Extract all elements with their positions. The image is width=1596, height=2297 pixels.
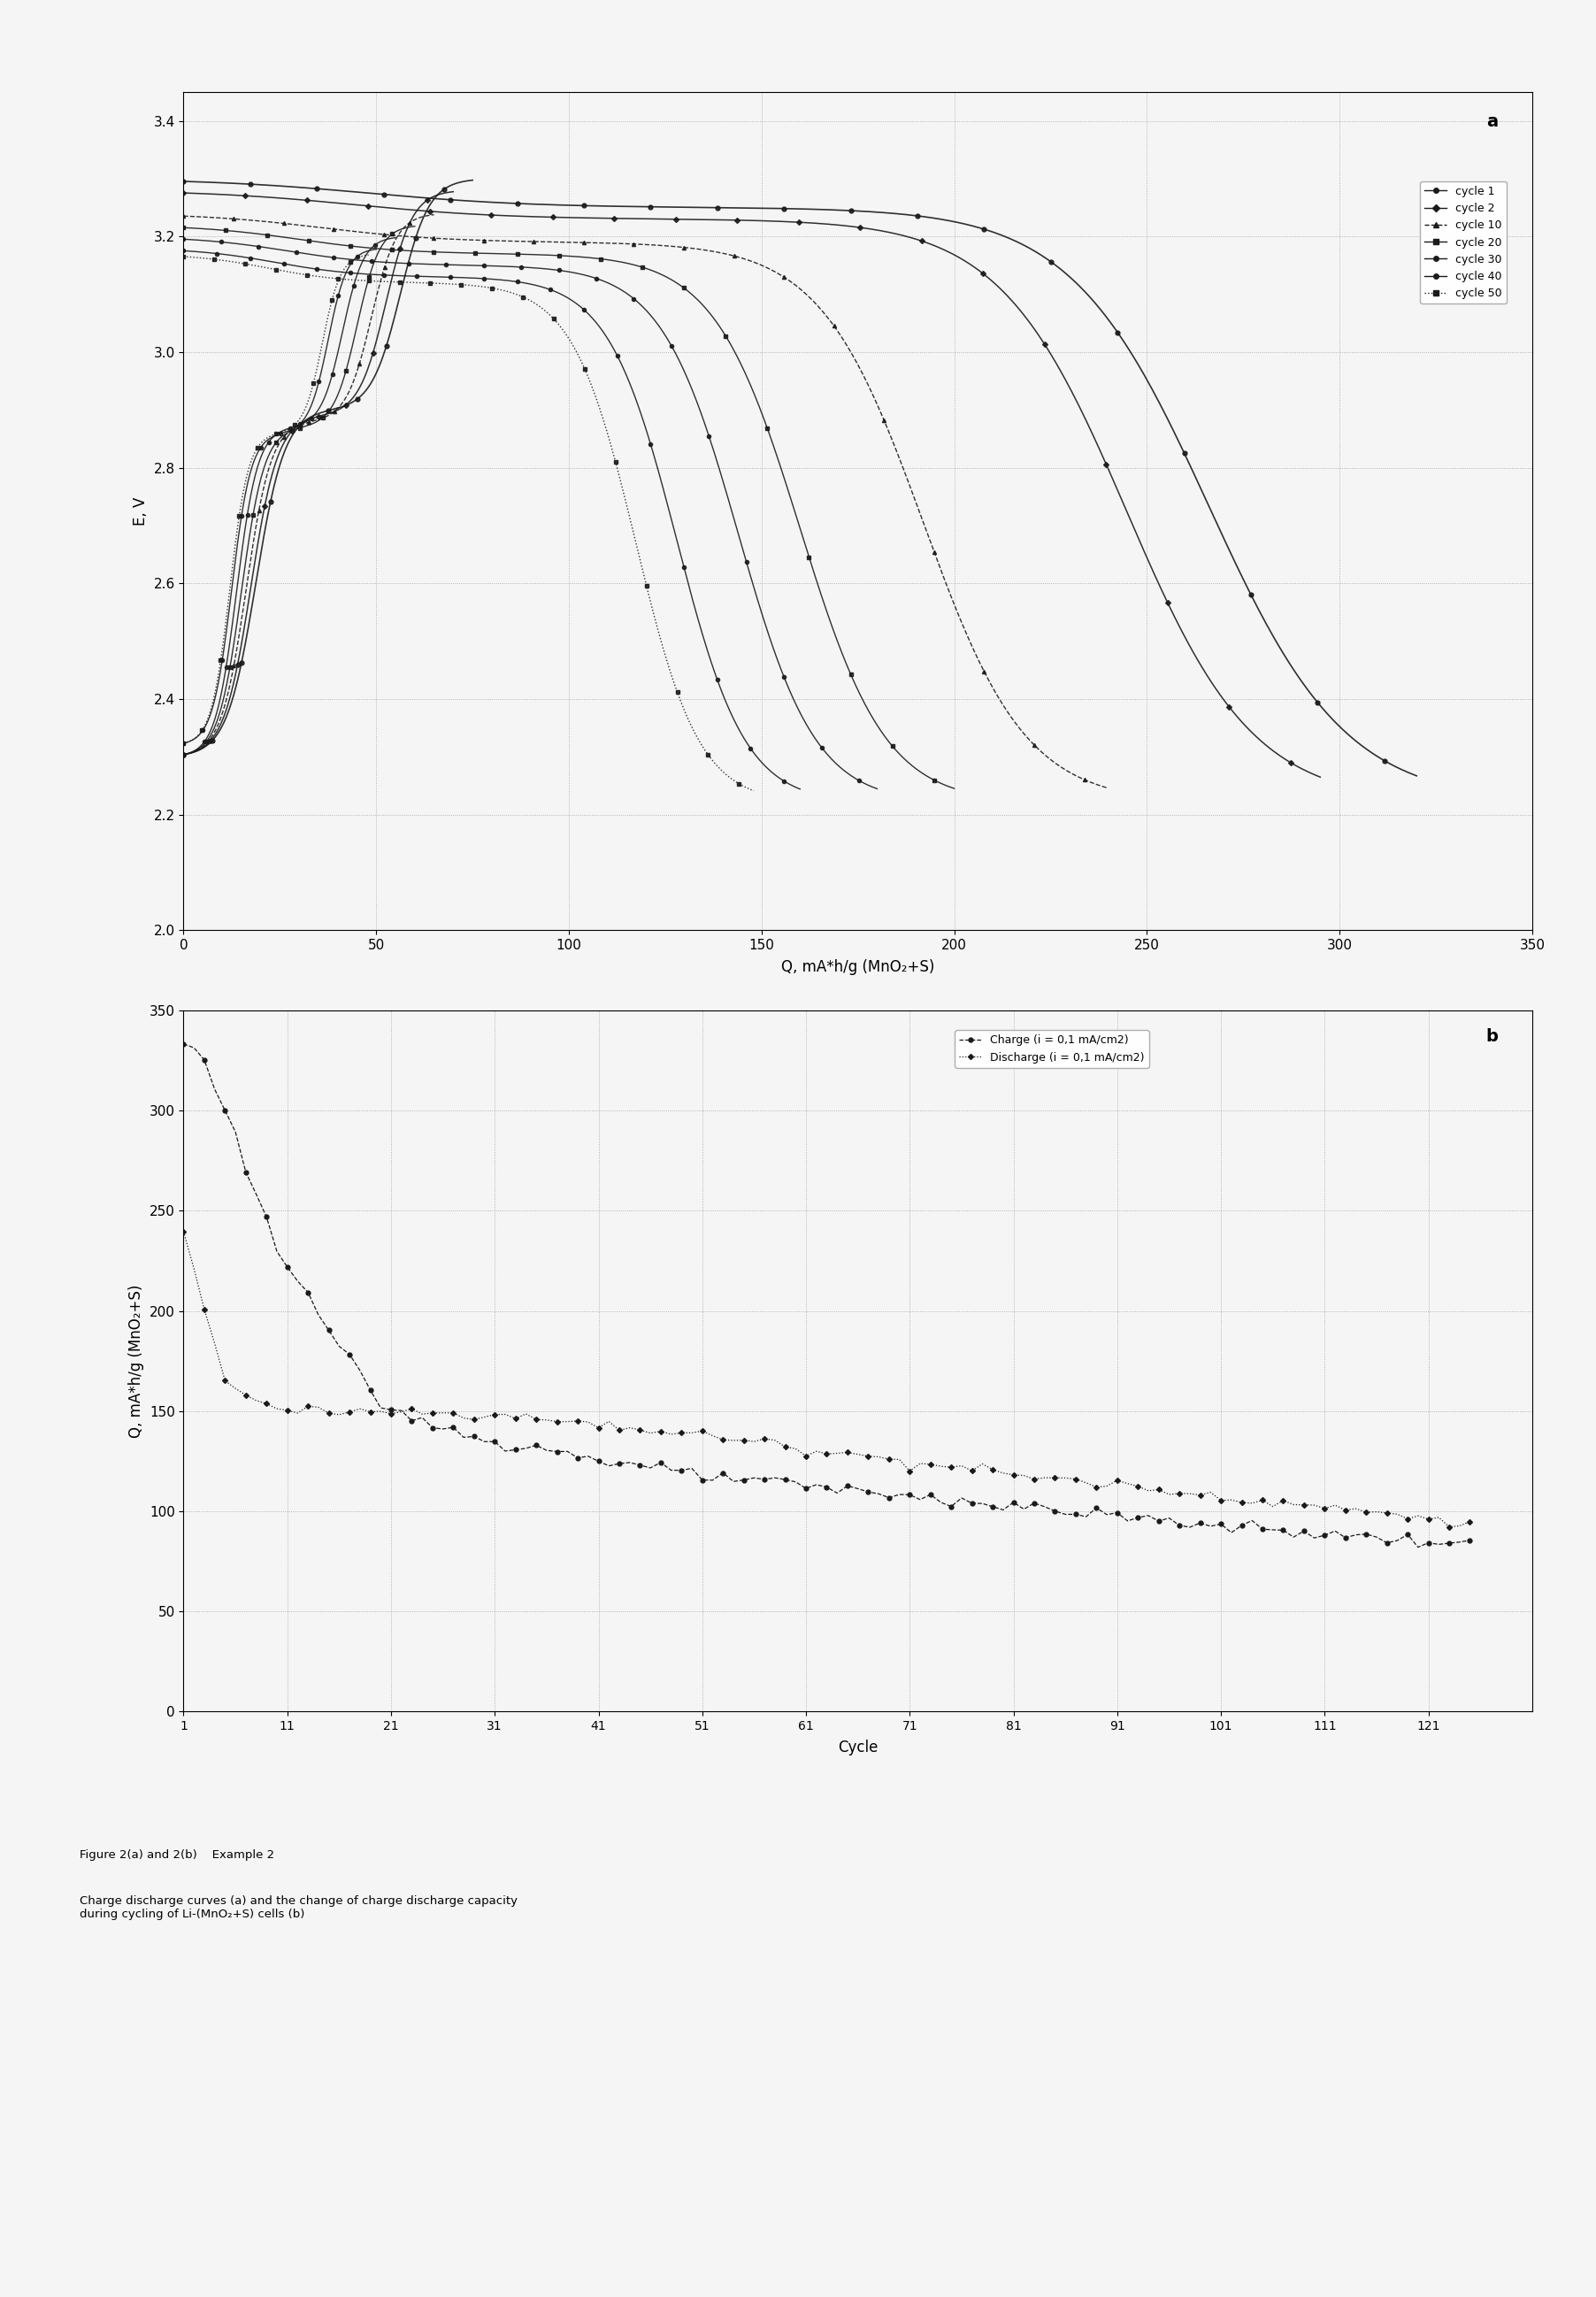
Charge (i = 0,1 mA/cm2) bbox=[1283, 1523, 1302, 1550]
Charge (i = 0,1 mA/cm2) bbox=[1408, 1534, 1427, 1562]
Charge (i = 0,1 mA/cm2) bbox=[972, 1491, 991, 1518]
Discharge (i = 0,1 mA/cm2) bbox=[1460, 1507, 1479, 1534]
Discharge (i = 0,1 mA/cm2) bbox=[174, 1217, 193, 1245]
Line: Discharge (i = 0,1 mA/cm2): Discharge (i = 0,1 mA/cm2) bbox=[182, 1229, 1472, 1530]
X-axis label: Q, mA*h/g (MnO₂+S): Q, mA*h/g (MnO₂+S) bbox=[780, 960, 935, 976]
Charge (i = 0,1 mA/cm2) bbox=[174, 1029, 193, 1057]
Discharge (i = 0,1 mA/cm2) bbox=[972, 1449, 991, 1477]
X-axis label: Cycle: Cycle bbox=[838, 1739, 878, 1755]
Discharge (i = 0,1 mA/cm2) bbox=[506, 1406, 525, 1433]
Discharge (i = 0,1 mA/cm2) bbox=[1283, 1491, 1302, 1518]
Text: Figure 2(a) and 2(b)    Example 2: Figure 2(a) and 2(b) Example 2 bbox=[80, 1849, 275, 1861]
Discharge (i = 0,1 mA/cm2) bbox=[1377, 1500, 1396, 1528]
Y-axis label: E, V: E, V bbox=[132, 496, 148, 526]
Line: Charge (i = 0,1 mA/cm2): Charge (i = 0,1 mA/cm2) bbox=[182, 1043, 1472, 1550]
Discharge (i = 0,1 mA/cm2) bbox=[476, 1403, 495, 1431]
Text: a: a bbox=[1487, 113, 1499, 129]
Charge (i = 0,1 mA/cm2) bbox=[1253, 1516, 1272, 1544]
Y-axis label: Q, mA*h/g (MnO₂+S): Q, mA*h/g (MnO₂+S) bbox=[128, 1284, 144, 1438]
Legend: cycle 1, cycle 2, cycle 10, cycle 20, cycle 30, cycle 40, cycle 50: cycle 1, cycle 2, cycle 10, cycle 20, cy… bbox=[1420, 181, 1507, 303]
Text: b: b bbox=[1486, 1029, 1499, 1045]
Discharge (i = 0,1 mA/cm2) bbox=[1253, 1486, 1272, 1514]
Legend: Charge (i = 0,1 mA/cm2), Discharge (i = 0,1 mA/cm2): Charge (i = 0,1 mA/cm2), Discharge (i = … bbox=[954, 1031, 1149, 1068]
Discharge (i = 0,1 mA/cm2) bbox=[1440, 1514, 1459, 1541]
Charge (i = 0,1 mA/cm2) bbox=[1377, 1530, 1396, 1557]
Charge (i = 0,1 mA/cm2) bbox=[1460, 1528, 1479, 1555]
Text: Charge discharge curves (a) and the change of charge discharge capacity
during c: Charge discharge curves (a) and the chan… bbox=[80, 1895, 517, 1920]
Charge (i = 0,1 mA/cm2) bbox=[476, 1429, 495, 1456]
Charge (i = 0,1 mA/cm2) bbox=[506, 1436, 525, 1463]
